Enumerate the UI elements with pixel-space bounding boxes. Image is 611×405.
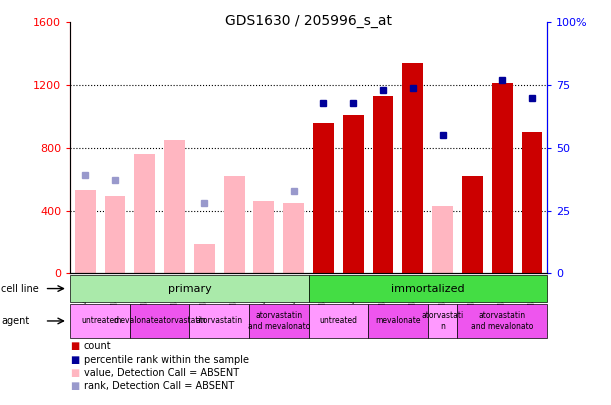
Text: mevalonateatorvastatin: mevalonateatorvastatin — [113, 316, 206, 326]
Bar — [313, 123, 334, 273]
Text: rank, Detection Call = ABSENT: rank, Detection Call = ABSENT — [84, 382, 234, 391]
Text: atorvastati
n: atorvastati n — [422, 311, 464, 330]
Bar — [373, 96, 393, 273]
Text: agent: agent — [1, 316, 29, 326]
Bar — [134, 154, 155, 273]
Text: mevalonate: mevalonate — [375, 316, 420, 326]
Bar — [343, 115, 364, 273]
Text: ■: ■ — [70, 382, 79, 391]
Text: ■: ■ — [70, 355, 79, 364]
Text: ■: ■ — [70, 341, 79, 351]
Text: atorvastatin
and mevalonato: atorvastatin and mevalonato — [471, 311, 533, 330]
Text: untreated: untreated — [81, 316, 119, 326]
Text: atorvastatin
and mevalonato: atorvastatin and mevalonato — [247, 311, 310, 330]
Text: percentile rank within the sample: percentile rank within the sample — [84, 355, 249, 364]
Bar — [462, 176, 483, 273]
Text: untreated: untreated — [320, 316, 357, 326]
Text: immortalized: immortalized — [391, 284, 464, 294]
Text: value, Detection Call = ABSENT: value, Detection Call = ABSENT — [84, 368, 239, 378]
Bar — [403, 63, 423, 273]
Bar — [75, 190, 95, 273]
Bar — [492, 83, 513, 273]
Bar — [104, 196, 125, 273]
Bar — [522, 132, 543, 273]
Text: GDS1630 / 205996_s_at: GDS1630 / 205996_s_at — [225, 14, 392, 28]
Text: ■: ■ — [70, 368, 79, 378]
Bar — [224, 176, 244, 273]
Text: cell line: cell line — [1, 284, 39, 294]
Text: primary: primary — [167, 284, 211, 294]
Text: count: count — [84, 341, 111, 351]
Bar — [432, 206, 453, 273]
Bar — [164, 140, 185, 273]
Bar — [254, 201, 274, 273]
Text: atorvastatin: atorvastatin — [196, 316, 243, 326]
Bar — [194, 243, 214, 273]
Bar — [284, 203, 304, 273]
